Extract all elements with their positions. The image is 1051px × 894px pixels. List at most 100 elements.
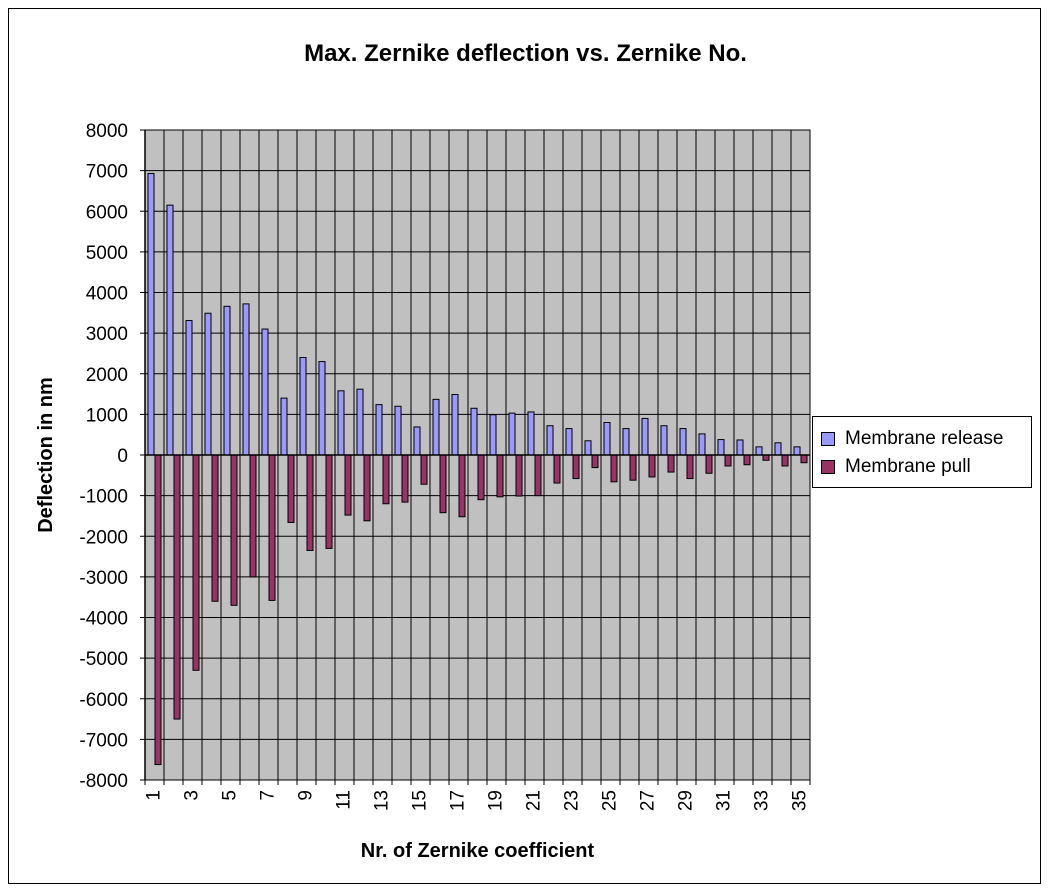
bar-membrane-pull: [800, 454, 808, 464]
bar-membrane-release: [527, 411, 535, 456]
legend-label-pull: Membrane pull: [845, 456, 971, 477]
bar-membrane-release: [755, 446, 763, 456]
x-tick-label: 13: [372, 790, 393, 811]
x-tick-label: 23: [562, 790, 583, 811]
x-tick-label: 35: [790, 790, 811, 811]
x-tick-label: 1: [144, 790, 165, 801]
x-axis-title: Nr. of Zernike coefficient: [361, 840, 595, 862]
legend: Membrane release Membrane pull: [812, 416, 1032, 488]
bar-membrane-release: [318, 361, 326, 456]
bar-membrane-release: [603, 422, 611, 456]
bar-membrane-release: [584, 440, 592, 456]
legend-label-release: Membrane release: [845, 428, 1004, 449]
y-tick-label: -7000: [79, 730, 128, 751]
bar-membrane-pull: [268, 454, 276, 601]
bar-membrane-release: [508, 412, 516, 456]
bar-membrane-pull: [325, 454, 333, 549]
bar-membrane-pull: [439, 454, 447, 514]
bar-membrane-release: [660, 425, 668, 456]
bar-membrane-release: [413, 426, 421, 456]
x-tick-label: 31: [714, 790, 735, 811]
y-tick-labels: -8000 -7000 -6000 -5000 -4000 -3000 -2000 -1000…: [79, 121, 128, 792]
bar-membrane-pull: [705, 454, 713, 474]
bar-membrane-pull: [401, 454, 409, 503]
bar-membrane-release: [451, 393, 459, 456]
bar-membrane-pull: [458, 454, 466, 518]
bar-membrane-pull: [420, 454, 428, 485]
bar-membrane-pull: [173, 454, 181, 720]
y-tick-label: 5000: [86, 243, 128, 264]
bar-membrane-release: [774, 442, 782, 456]
y-tick-label: 3000: [86, 324, 128, 345]
bar-membrane-release: [147, 172, 155, 456]
bar-membrane-release: [565, 428, 573, 456]
x-tick-label: 19: [486, 790, 507, 811]
bar-membrane-release: [337, 390, 345, 456]
x-tick-labels: 1 3 5 7 9 11 13 15 17 19 21 23 25 27 29 31 33 35: [144, 790, 811, 811]
bar-membrane-pull: [477, 454, 485, 501]
y-tick-label: -5000: [79, 649, 128, 670]
bar-membrane-pull: [287, 454, 295, 523]
bar-membrane-release: [622, 428, 630, 456]
chart-title: Max. Zernike deflection vs. Zernike No.: [304, 40, 747, 67]
bar-membrane-pull: [629, 454, 637, 481]
x-tick-label: 21: [524, 790, 545, 811]
bar-membrane-pull: [553, 454, 561, 484]
bar-membrane-pull: [724, 454, 732, 467]
legend-item-release: Membrane release: [821, 427, 1003, 451]
x-tick-label: 17: [448, 790, 469, 811]
bar-membrane-pull: [363, 454, 371, 522]
bar-membrane-release: [717, 439, 725, 456]
x-tick-label: 33: [752, 790, 773, 811]
bar-membrane-pull: [534, 454, 542, 497]
y-axis-title: Deflection in nm: [35, 377, 57, 533]
bar-membrane-pull: [382, 454, 390, 505]
y-tick-label: 2000: [86, 365, 128, 386]
bar-membrane-release: [489, 414, 497, 456]
bar-membrane-release: [261, 328, 269, 456]
bar-membrane-release: [470, 407, 478, 456]
bar-membrane-pull: [496, 454, 504, 498]
x-tick-label: 11: [334, 790, 355, 810]
bar-membrane-release: [546, 425, 554, 456]
bar-membrane-release: [375, 404, 383, 456]
y-tick-label: -3000: [79, 568, 128, 589]
bar-membrane-release: [204, 312, 212, 456]
y-tick-label: -2000: [79, 527, 128, 548]
bar-membrane-pull: [515, 454, 523, 497]
x-tick-label: 9: [296, 790, 317, 801]
bar-membrane-pull: [762, 454, 770, 461]
y-tick-label: 8000: [86, 121, 128, 142]
bar-membrane-pull: [572, 454, 580, 480]
bar-membrane-release: [679, 428, 687, 456]
bar-membrane-release: [185, 320, 193, 456]
bar-membrane-pull: [686, 454, 694, 480]
bar-membrane-release: [641, 417, 649, 456]
y-tick-label: -6000: [79, 690, 128, 711]
bar-membrane-pull: [610, 454, 618, 483]
bar-membrane-pull: [306, 454, 314, 551]
x-tick-label: 3: [182, 790, 203, 801]
y-tick-label: 4000: [86, 284, 128, 305]
bar-membrane-release: [432, 398, 440, 456]
bar-membrane-release: [166, 204, 174, 456]
bar-membrane-release: [698, 433, 706, 456]
y-tick-label: 1000: [86, 405, 128, 426]
y-tick-label: 7000: [86, 162, 128, 183]
axes: [140, 129, 811, 785]
bar-membrane-pull: [781, 454, 789, 467]
bar-membrane-release: [394, 405, 402, 456]
x-tick-label: 27: [638, 790, 659, 811]
legend-item-pull: Membrane pull: [821, 455, 971, 479]
bar-membrane-release: [793, 446, 801, 456]
bar-membrane-pull: [154, 454, 162, 766]
legend-swatch-pull: [821, 460, 835, 474]
y-tick-label: 0: [117, 446, 128, 467]
bar-membrane-release: [242, 303, 250, 456]
bar-membrane-pull: [211, 454, 219, 602]
y-tick-label: -4000: [79, 609, 128, 630]
bar-membrane-release: [356, 388, 364, 456]
y-tick-label: -8000: [79, 771, 128, 792]
x-tick-label: 25: [600, 790, 621, 811]
